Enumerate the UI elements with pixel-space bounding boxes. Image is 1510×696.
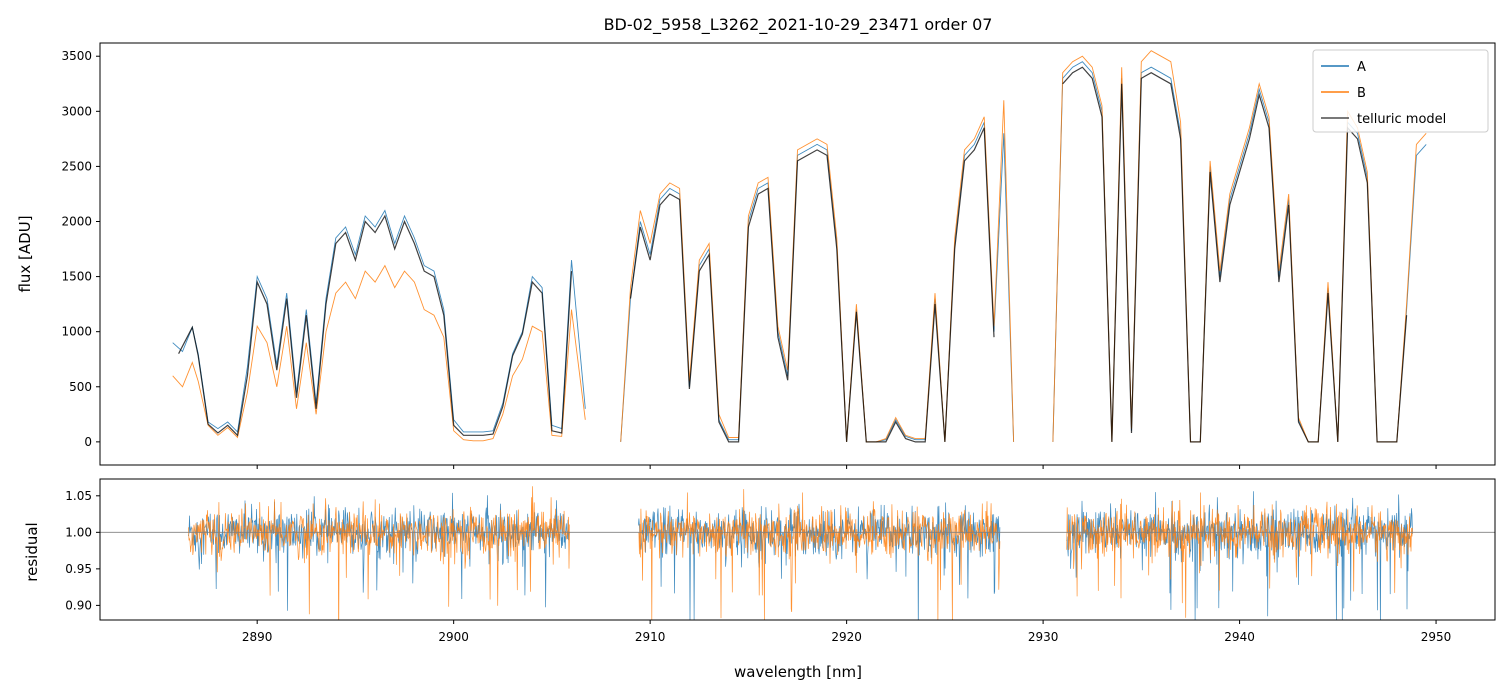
flux-y-tick-label: 1500 [61,270,92,284]
legend-entry-1: B [1357,86,1366,101]
residual-y-tick-label: 0.90 [65,598,92,612]
x-tick-label: 2930 [1028,630,1059,644]
flux-y-tick-label: 1000 [61,325,92,339]
legend-box [1312,49,1489,133]
residual-x-ticks: 2890 2900 2910 2920 2930 2940 2950 [242,620,1451,644]
x-tick-label: 2920 [831,630,862,644]
residual-y-tick-label: 1.00 [65,525,92,539]
flux-y-tick-label: 500 [69,380,92,394]
residual-panel: 0.90 0.95 1.00 1.05 2890 2900 2910 2920 2930 294… [23,478,1496,644]
residual-series-layer [100,486,1495,620]
residual-y-tick-label: 1.05 [65,489,92,503]
x-tick-label: 2910 [635,630,666,644]
series-A-segment-0 [172,209,586,433]
legend-entry-2: telluric model [1357,112,1446,127]
flux-y-tick-label: 2000 [61,214,92,228]
residual-y-ticks: 0.90 0.95 1.00 1.05 [65,489,100,612]
x-axis-label: wavelength [nm] [734,663,862,681]
flux-y-tick-label: 2500 [61,159,92,173]
flux-x-ticks [256,465,1437,469]
flux-y-ticks: 0 500 1000 1500 2000 2500 3000 3500 [61,49,100,449]
residual-axes-frame [99,478,1496,621]
x-tick-label: 2940 [1224,630,1255,644]
chart-title: BD-02_5958_L3262_2021-10-29_23471 order … [604,15,993,35]
flux-series-layer [172,50,1427,443]
residual-y-axis-label: residual [23,522,41,581]
x-tick-label: 2890 [242,630,273,644]
flux-y-tick-label: 0 [84,435,92,449]
residual-B-segment-1 [638,489,1001,620]
residual-y-tick-label: 0.95 [65,562,92,576]
series-A-segment-3 [620,122,1015,443]
series-B-segment-4 [620,100,1015,443]
flux-y-axis-label: flux [ADU] [16,215,34,292]
series-model-segment-5 [629,127,995,443]
flux-y-tick-label: 3500 [61,49,92,63]
flux-y-tick-label: 3000 [61,104,92,118]
x-tick-label: 2950 [1421,630,1452,644]
legend-entry-0: A [1357,60,1366,75]
residual-B-segment-2 [1066,492,1413,618]
flux-axes-frame [99,42,1496,466]
series-B-segment-1 [172,264,586,442]
x-tick-label: 2900 [438,630,469,644]
residual-B-segment-0 [188,486,570,620]
residual-A-segment-2 [1066,491,1413,620]
series-model-segment-2 [178,214,573,437]
